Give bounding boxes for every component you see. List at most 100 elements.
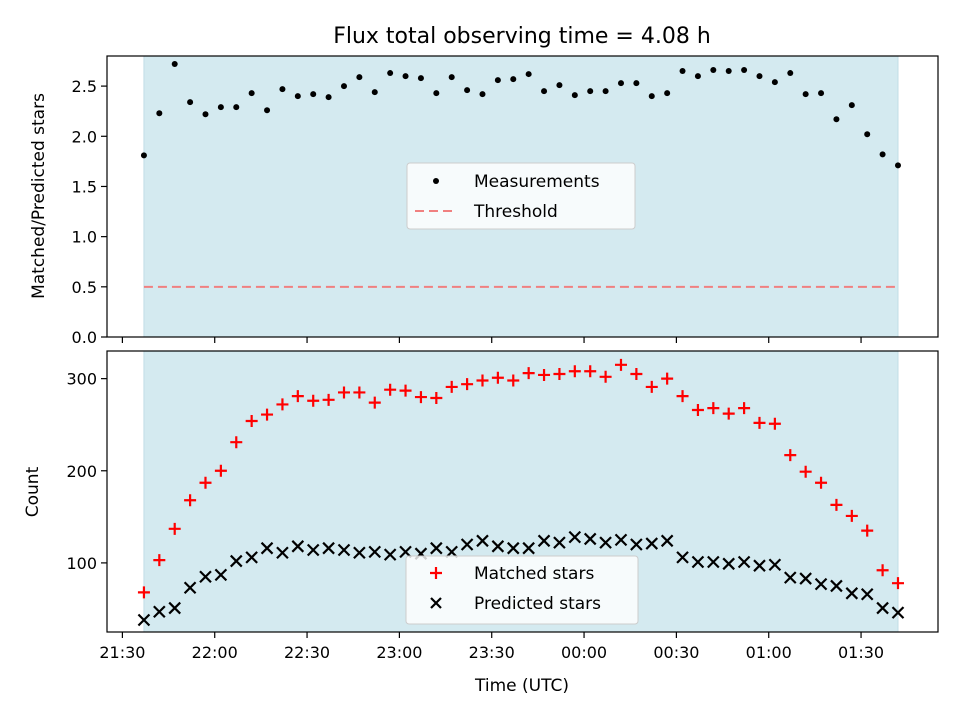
legend-threshold-label: Threshold [473, 202, 558, 222]
predicted-stars-points [137, 530, 905, 627]
measurement-point [587, 88, 594, 95]
measurement-point [371, 89, 378, 96]
measurement-point [217, 104, 224, 111]
predicted-star-point [306, 543, 320, 557]
measurement-point [387, 70, 394, 77]
predicted-star-point [753, 559, 766, 572]
measurement-point [140, 152, 147, 159]
top-plot-frame [106, 55, 939, 338]
matched-star-point [507, 374, 520, 387]
predicted-star-point [153, 605, 166, 619]
predicted-star-point [876, 601, 889, 615]
predicted-star-point [860, 587, 874, 601]
predicted-star-point [630, 538, 643, 551]
bottom-x-axis: 21:30 22:00 22:30 23:00 23:30 00:00 00:30 01:00… [99, 632, 884, 662]
measurement-point [848, 102, 855, 109]
matched-star-point [799, 465, 812, 478]
bottom-y-tick-label: 200 [66, 462, 97, 481]
matched-star-point [445, 380, 458, 393]
legend-measurements-marker [433, 178, 439, 184]
matched-star-point [861, 524, 874, 537]
measurement-point [679, 68, 686, 75]
predicted-star-point [183, 581, 197, 595]
matched-star-point [768, 417, 781, 430]
measurement-point [602, 88, 609, 95]
measurement-point [233, 104, 240, 111]
top-y-tick-label: 0.0 [72, 328, 97, 347]
x-tick-label: 23:00 [376, 643, 422, 662]
matched-star-point [738, 402, 751, 415]
matched-star-point [661, 372, 674, 385]
top-panel: 0.0 0.5 1.0 1.5 2.0 2.5 Matched/Predicted sta… [29, 55, 939, 347]
measurement-point [156, 110, 163, 117]
chart-title: Flux total observing time = 4.08 h [333, 24, 711, 49]
top-y-tick-label: 0.5 [72, 278, 97, 297]
measurement-point [248, 90, 255, 97]
measurement-point [294, 93, 301, 100]
predicted-star-point [845, 587, 859, 600]
measurement-point [448, 74, 455, 81]
measurement-point [556, 82, 563, 89]
measurement-point [494, 77, 501, 84]
predicted-star-point [260, 541, 274, 555]
top-y-axis: 0.0 0.5 1.0 1.5 2.0 2.5 [72, 77, 107, 347]
matched-star-point [876, 564, 889, 577]
measurement-point [433, 90, 440, 97]
matched-star-point [461, 378, 474, 391]
matched-star-point [691, 403, 704, 416]
x-tick-label: 22:00 [192, 643, 238, 662]
predicted-star-point [476, 534, 489, 548]
predicted-star-point [768, 558, 782, 572]
top-x-ticks [121, 337, 862, 343]
predicted-star-point [353, 546, 366, 560]
matched-star-point [261, 408, 274, 421]
predicted-star-point [214, 568, 228, 582]
matched-star-point [568, 365, 581, 378]
predicted-star-point [599, 536, 612, 549]
matched-star-point [753, 416, 766, 429]
matched-star-point [584, 365, 597, 378]
matched-star-point [599, 370, 612, 383]
measurement-point [617, 80, 624, 87]
top-y-axis-label: Matched/Predicted stars [29, 93, 49, 299]
predicted-star-point [491, 540, 505, 553]
x-tick-label: 01:30 [838, 643, 884, 662]
matched-star-point [245, 415, 258, 428]
measurement-point [325, 94, 332, 101]
measurement-point [541, 88, 548, 95]
matched-star-point [291, 390, 304, 403]
measurement-point [464, 87, 471, 94]
measurement-point [771, 79, 778, 86]
measurement-point [510, 76, 517, 83]
predicted-star-point [891, 606, 905, 619]
measurement-point [787, 70, 794, 77]
matched-star-point [891, 577, 904, 590]
bottom-plot-frame [106, 350, 939, 633]
measurement-point [756, 73, 763, 80]
predicted-star-point [783, 571, 797, 584]
predicted-star-point [568, 530, 582, 544]
measurement-point [402, 73, 409, 80]
bottom-panel: 100 200 300 21:30 22:00 22:30 23:00 23:30 00:00… [23, 350, 939, 696]
x-tick-label: 22:30 [284, 643, 330, 662]
matched-star-point [153, 554, 166, 567]
top-y-tick-label: 2.0 [72, 127, 97, 146]
bottom-y-tick-label: 100 [66, 554, 97, 573]
predicted-star-point [522, 541, 535, 555]
top-legend: Measurements Threshold [406, 162, 636, 230]
top-legend-box [406, 162, 636, 230]
measurement-point [417, 75, 424, 82]
matched-star-point [337, 386, 350, 399]
matched-star-point [399, 384, 412, 397]
x-tick-label: 01:00 [746, 643, 792, 662]
measurement-point [202, 111, 209, 118]
measurement-point [171, 61, 178, 68]
matched-star-point [630, 368, 643, 381]
matched-star-point [137, 586, 150, 599]
measurement-point [187, 99, 194, 106]
matched-star-point [553, 368, 566, 381]
predicted-star-point [722, 557, 735, 571]
x-tick-label: 00:00 [561, 643, 607, 662]
predicted-star-point [137, 613, 151, 627]
